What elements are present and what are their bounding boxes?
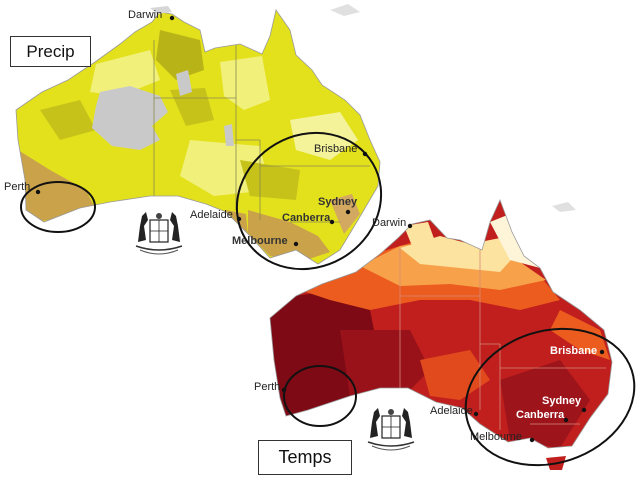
- precip-label: Precip: [10, 36, 91, 67]
- temps-pale-band: [404, 222, 436, 246]
- precip-coastline: [15, 9, 381, 265]
- temps-highlight-circle-west: [283, 365, 357, 427]
- precip-city-brisbane: Brisbane: [314, 143, 357, 155]
- precip-olive-patch: [40, 100, 96, 140]
- city-dot: [293, 241, 299, 247]
- temps-city-perth: Perth: [254, 381, 280, 393]
- temps-island: [552, 202, 576, 212]
- city-dot: [345, 209, 351, 215]
- precip-olive-patch: [240, 160, 300, 200]
- precip-city-sydney: Sydney: [318, 196, 358, 208]
- precip-city-canberra: Canberra: [282, 212, 331, 224]
- precip-light-patch: [290, 112, 358, 160]
- precip-grey-area: [176, 70, 192, 96]
- city-dot: [563, 417, 569, 423]
- precip-highlight-circle-southeast: [235, 131, 383, 271]
- precip-island: [150, 6, 172, 14]
- precip-light-patch: [90, 50, 160, 96]
- temps-dark-area: [500, 360, 590, 448]
- city-dot: [169, 15, 175, 21]
- precip-grey-area: [92, 86, 168, 150]
- coat-of-arms-emblem: [135, 212, 183, 255]
- precip-city-melbourne: Melbourne: [232, 235, 288, 247]
- precip-olive-patch: [156, 30, 204, 80]
- temps-city-darwin: Darwin: [372, 217, 406, 229]
- temps-city-melbourne: Melbourne: [470, 431, 522, 443]
- coat-of-arms-emblem: [367, 408, 415, 451]
- precip-grey-area: [224, 124, 234, 146]
- precip-city-darwin: Darwin: [128, 9, 162, 21]
- precip-brown-area: [18, 150, 96, 222]
- temps-highlight-circle-southeast: [464, 327, 636, 467]
- precip-cities: Darwin Brisbane Sydney Canberra Melbourn…: [4, 9, 368, 247]
- temps-map: Darwin Brisbane Sydney Canberra Melbourn…: [254, 198, 636, 470]
- city-dot: [407, 223, 413, 229]
- temps-city-adelaide: Adelaide: [430, 405, 473, 417]
- city-dot: [529, 437, 535, 443]
- temps-city-canberra: Canberra: [516, 409, 565, 421]
- precip-olive-patch: [170, 88, 214, 126]
- city-dot: [599, 349, 605, 355]
- city-dot: [329, 219, 335, 225]
- temps-city-brisbane: Brisbane: [550, 345, 597, 357]
- temps-dark-area: [340, 330, 430, 400]
- precip-state-borders: [153, 40, 370, 223]
- temps-label: Temps: [258, 440, 352, 475]
- precip-brown-area: [248, 210, 330, 262]
- precip-city-perth: Perth: [4, 181, 30, 193]
- temps-orange-band: [420, 350, 490, 400]
- precip-light-patch: [220, 56, 270, 110]
- city-dot: [35, 189, 41, 195]
- temps-coastline: [269, 198, 613, 449]
- temps-city-sydney: Sydney: [542, 395, 582, 407]
- precip-island: [330, 4, 360, 16]
- city-dot: [581, 407, 587, 413]
- temps-state-borders: [399, 244, 606, 430]
- precip-highlight-circle-west: [20, 181, 96, 233]
- precip-city-adelaide: Adelaide: [190, 209, 233, 221]
- temps-orange-band: [550, 310, 610, 360]
- city-dot: [473, 411, 479, 417]
- precip-brown-area: [330, 194, 360, 234]
- temps-cities: Darwin Brisbane Sydney Canberra Melbourn…: [254, 217, 605, 443]
- temps-pale-band: [400, 236, 520, 272]
